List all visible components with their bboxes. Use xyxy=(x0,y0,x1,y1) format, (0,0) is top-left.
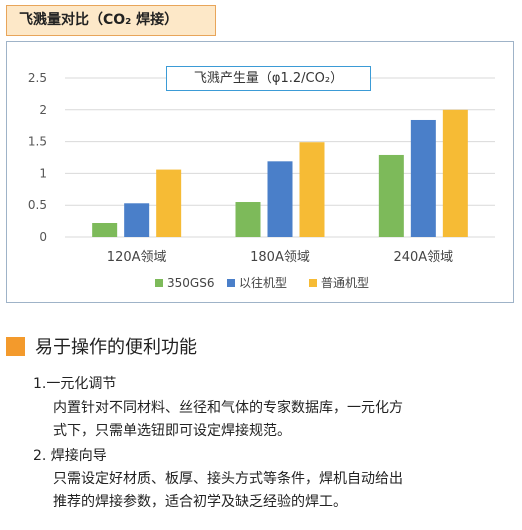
legend-label: 普通机型 xyxy=(321,276,369,290)
legend-label: 350GS6 xyxy=(167,276,214,290)
orange-square-icon xyxy=(6,336,25,356)
y-tick-label: 2.5 xyxy=(28,71,47,85)
y-tick-label: 0 xyxy=(39,230,47,244)
item-title-2: 2. 焊接向导 xyxy=(33,448,107,464)
item-title-1: 1.一元化调节 xyxy=(33,376,117,392)
y-tick-label: 2 xyxy=(39,103,47,117)
bar xyxy=(442,109,468,237)
bar xyxy=(235,202,261,237)
chart-title: 飞溅产生量（φ1.2/CO₂） xyxy=(166,66,371,91)
item-2-line-2: 推荐的焊接参数，适合初学及缺乏经验的焊工。 xyxy=(53,494,347,510)
y-tick-label: 1 xyxy=(39,166,47,180)
bar xyxy=(156,169,182,237)
legend-label: 以往机型 xyxy=(239,275,287,290)
x-tick-label: 240A领域 xyxy=(393,250,453,265)
bar-chart: 0 0.5 1 1.5 2 2.5 120A领域 180A领域 240A领域 350GS6 以往机型… xyxy=(28,71,495,290)
legend-swatch xyxy=(227,279,235,287)
item-body-2: 只需设定好材质、板厚、接头方式等条件，焊机自动给出 推荐的焊接参数，适合初学及缺… xyxy=(53,468,515,514)
bar xyxy=(92,223,118,237)
bar xyxy=(410,119,436,237)
y-tick-label: 1.5 xyxy=(28,135,47,149)
item-body-1: 内置针对不同材料、丝径和气体的专家数据库，一元化方 式下，只需单选钮即可设定焊接… xyxy=(53,397,515,443)
bar xyxy=(299,142,325,237)
section-title: 易于操作的便利功能 xyxy=(35,337,197,358)
legend-swatch xyxy=(155,279,163,287)
bar xyxy=(124,203,150,237)
x-tick-label: 180A领域 xyxy=(250,250,310,265)
x-tick-label: 120A领域 xyxy=(107,250,167,265)
item-1-line-2: 式下，只需单选钮即可设定焊接规范。 xyxy=(53,423,291,439)
legend-swatch xyxy=(309,279,317,287)
bar xyxy=(378,154,404,237)
section-header: 易于操作的便利功能 xyxy=(6,333,197,359)
item-2-line-1: 只需设定好材质、板厚、接头方式等条件，焊机自动给出 xyxy=(53,471,403,487)
item-1-line-1: 内置针对不同材料、丝径和气体的专家数据库，一元化方 xyxy=(53,400,403,416)
header-title: 飞溅量对比（CO₂ 焊接） xyxy=(6,5,216,36)
y-tick-label: 0.5 xyxy=(28,198,47,212)
bar xyxy=(267,161,293,237)
